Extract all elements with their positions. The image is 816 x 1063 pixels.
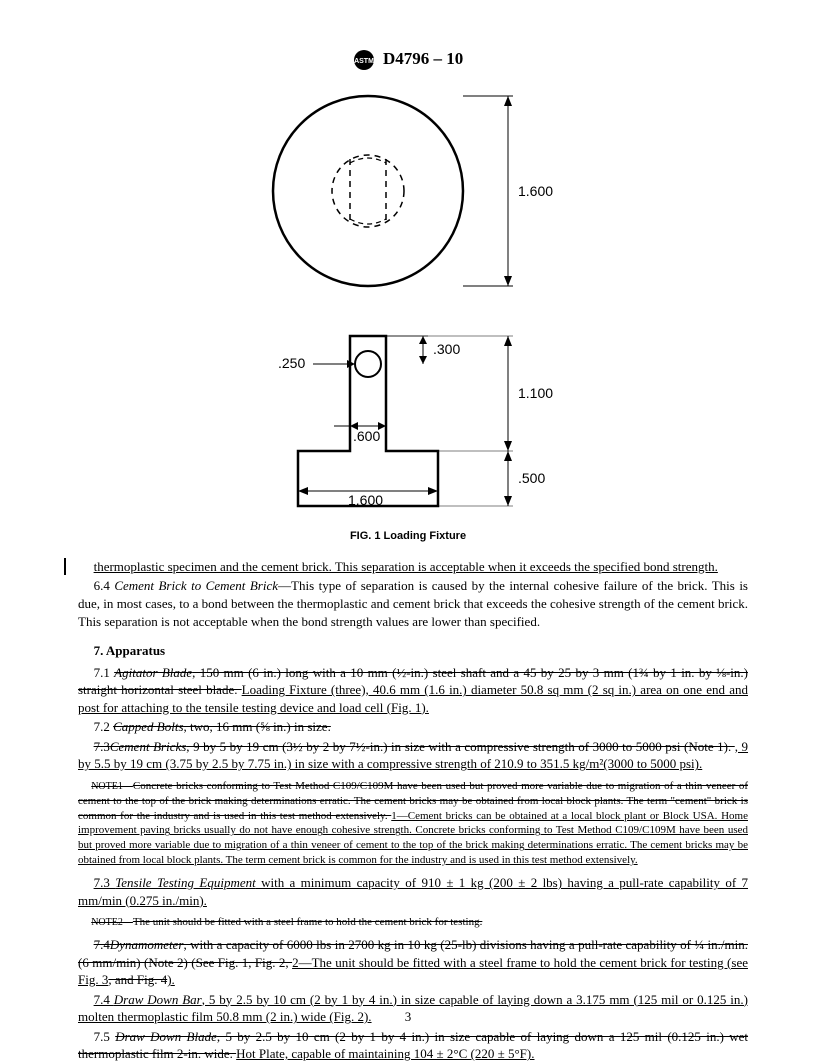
dim-base-w: 1.600 bbox=[348, 492, 383, 508]
figure-1: 1.600 .300 .250 1.100 .600 .500 bbox=[0, 81, 816, 544]
page-header: ASTM D4796 – 10 bbox=[0, 0, 816, 71]
astm-logo-icon: ASTM bbox=[353, 49, 375, 71]
para-6-4: 6.4 Cement Brick to Cement Brick—This ty… bbox=[78, 577, 748, 630]
para-7-3: 7.3 Tensile Testing Equipment with a min… bbox=[78, 874, 748, 909]
dim-base-h: .500 bbox=[518, 470, 545, 486]
designation: D4796 – 10 bbox=[383, 49, 463, 68]
para-intro: thermoplastic specimen and the cement br… bbox=[78, 558, 748, 576]
section-7-heading: 7. Apparatus bbox=[78, 642, 748, 660]
para-7-3-cement: 7.3Cement Bricks, 9 by 5 by 19 cm (3½ by… bbox=[78, 738, 748, 773]
para-7-4-dyn: 7.4Dynamometer, with a capacity of 6000 … bbox=[78, 936, 748, 989]
dim-hole-d: .250 bbox=[278, 355, 305, 371]
para-7-1: 7.1 Agitator Blade, 150 mm (6 in.) long … bbox=[78, 664, 748, 717]
page-number: 3 bbox=[0, 1008, 816, 1026]
dim-outer-dia: 1.600 bbox=[518, 183, 553, 199]
dim-post-h: 1.100 bbox=[518, 385, 553, 401]
note-2: NOTE2—The unit should be fitted with a s… bbox=[78, 915, 748, 930]
para-7-2: 7.2 Capped Bolts, two, 16 mm (⅝ in.) in … bbox=[78, 718, 748, 736]
figure-caption: FIG. 1 Loading Fixture bbox=[0, 529, 816, 544]
dim-post-w: .600 bbox=[353, 428, 380, 444]
svg-text:ASTM: ASTM bbox=[354, 58, 374, 65]
dim-hole-y: .300 bbox=[433, 341, 460, 357]
note-1: NOTE1—Concrete bricks conforming to Test… bbox=[78, 779, 748, 868]
para-7-5: 7.5 Draw Down Blade, 5 by 2.5 by 10 cm (… bbox=[78, 1028, 748, 1063]
